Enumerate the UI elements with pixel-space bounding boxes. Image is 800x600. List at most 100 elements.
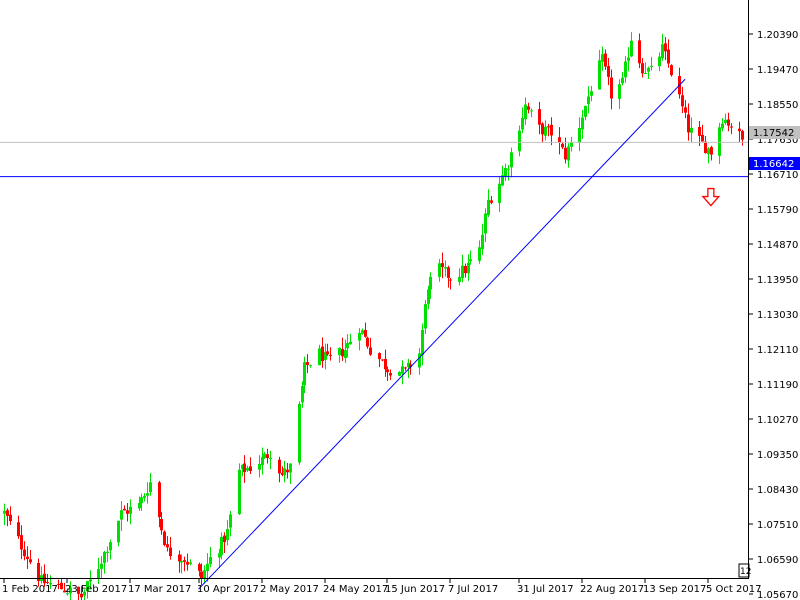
price-tick-label: 1.11190 — [757, 380, 798, 391]
price-tick-label: 1.12110 — [757, 345, 798, 356]
candle-body — [510, 152, 513, 168]
price-tick-label: 1.13950 — [757, 275, 798, 286]
current-price-value: 1.17542 — [753, 128, 794, 139]
candle-body — [550, 124, 553, 136]
candle-body — [303, 362, 306, 386]
candle-body — [398, 371, 401, 376]
candle-body — [641, 63, 644, 74]
candle-body — [364, 329, 367, 337]
candle-body — [263, 453, 266, 459]
price-tick-label: 1.13030 — [757, 310, 798, 321]
candle-body — [484, 213, 487, 234]
candle-body — [309, 365, 312, 367]
candle-body — [730, 126, 733, 128]
candle-body — [138, 502, 141, 509]
candle-body — [37, 562, 40, 581]
price-axis: 1.20390 1.19470 1.18550 1.17630 1.16710 1.157… — [748, 0, 798, 600]
date-tick-label: 24 May 2017 — [323, 584, 388, 595]
candle-body — [329, 354, 332, 356]
candle-body — [146, 493, 149, 496]
candle-body — [69, 587, 72, 594]
date-tick-label: 22 Aug 2017 — [580, 584, 644, 595]
candle-body — [86, 581, 89, 592]
date-tick-label: 5 Oct 2017 — [706, 584, 761, 595]
candle-body — [49, 583, 52, 585]
candle-body — [338, 347, 341, 356]
candle-body — [518, 130, 521, 152]
candle-body — [547, 126, 550, 128]
candle-body — [578, 127, 581, 143]
candle-body — [724, 119, 727, 123]
candle-body — [80, 593, 83, 598]
candle-body — [698, 126, 701, 136]
candle-body — [306, 362, 309, 365]
candle-body — [710, 147, 713, 155]
candle-body — [77, 586, 80, 594]
candle-body — [266, 454, 269, 459]
candle-body — [129, 506, 132, 514]
date-tick-label: 1 Feb 2017 — [2, 584, 58, 595]
candle-body — [301, 385, 304, 403]
candle-body — [427, 289, 430, 304]
candle-body — [109, 542, 112, 551]
candle-body — [409, 364, 412, 368]
candle-body — [281, 472, 284, 475]
price-tick-label: 1.07510 — [757, 520, 798, 531]
candle-body — [298, 404, 301, 463]
price-tick-label: 1.10270 — [757, 415, 798, 426]
candle-body — [149, 482, 152, 493]
candle-body — [23, 549, 26, 557]
candle-body — [721, 123, 724, 129]
candle-body — [610, 77, 613, 99]
candle-body — [218, 553, 221, 558]
price-tick-label: 1.20390 — [757, 30, 798, 41]
candle-body — [627, 57, 630, 61]
candle-body — [103, 551, 106, 563]
candle-body — [464, 265, 467, 274]
candle-body — [369, 347, 372, 355]
candle-body — [283, 468, 286, 476]
candle-body — [449, 279, 452, 281]
candle-body — [100, 563, 103, 569]
candle-body — [183, 560, 186, 562]
candle-body — [6, 510, 9, 517]
sell-arrow-icon[interactable] — [701, 187, 721, 207]
candle-body — [29, 559, 32, 563]
candle-body — [106, 551, 109, 553]
candle-body — [66, 593, 69, 595]
candle-body — [326, 351, 329, 355]
candle-body — [584, 105, 587, 117]
price-tick-label: 1.08430 — [757, 485, 798, 496]
candle-body — [223, 535, 226, 543]
candle-body — [180, 561, 183, 563]
candle-body — [220, 537, 223, 556]
candle-body — [160, 518, 163, 531]
candle-body — [524, 104, 527, 120]
candle-body — [200, 571, 203, 579]
candle-body — [381, 359, 384, 361]
candle-body — [567, 146, 570, 161]
candle-body — [143, 495, 146, 498]
date-tick-label: 7 Jul 2017 — [448, 584, 498, 595]
candle-body — [163, 531, 166, 545]
trendline[interactable] — [198, 78, 686, 590]
candle-body — [278, 459, 281, 474]
candle-body — [441, 263, 444, 268]
candle-body — [318, 348, 321, 366]
candle-body — [504, 167, 507, 178]
price-tick-label: 1.06590 — [757, 555, 798, 566]
candle-body — [707, 148, 710, 155]
candle-body — [618, 84, 621, 99]
candle-body — [89, 579, 92, 582]
candle-body — [166, 544, 169, 548]
date-tick-label: 17 Mar 2017 — [128, 584, 191, 595]
candle-body — [226, 529, 229, 541]
price-tick-label: 1.15790 — [757, 205, 798, 216]
candle-body — [601, 54, 604, 62]
candle-body — [401, 366, 404, 374]
candle-body — [198, 564, 201, 571]
candle-body — [481, 234, 484, 250]
price-tick-label: 1.18550 — [757, 100, 798, 111]
